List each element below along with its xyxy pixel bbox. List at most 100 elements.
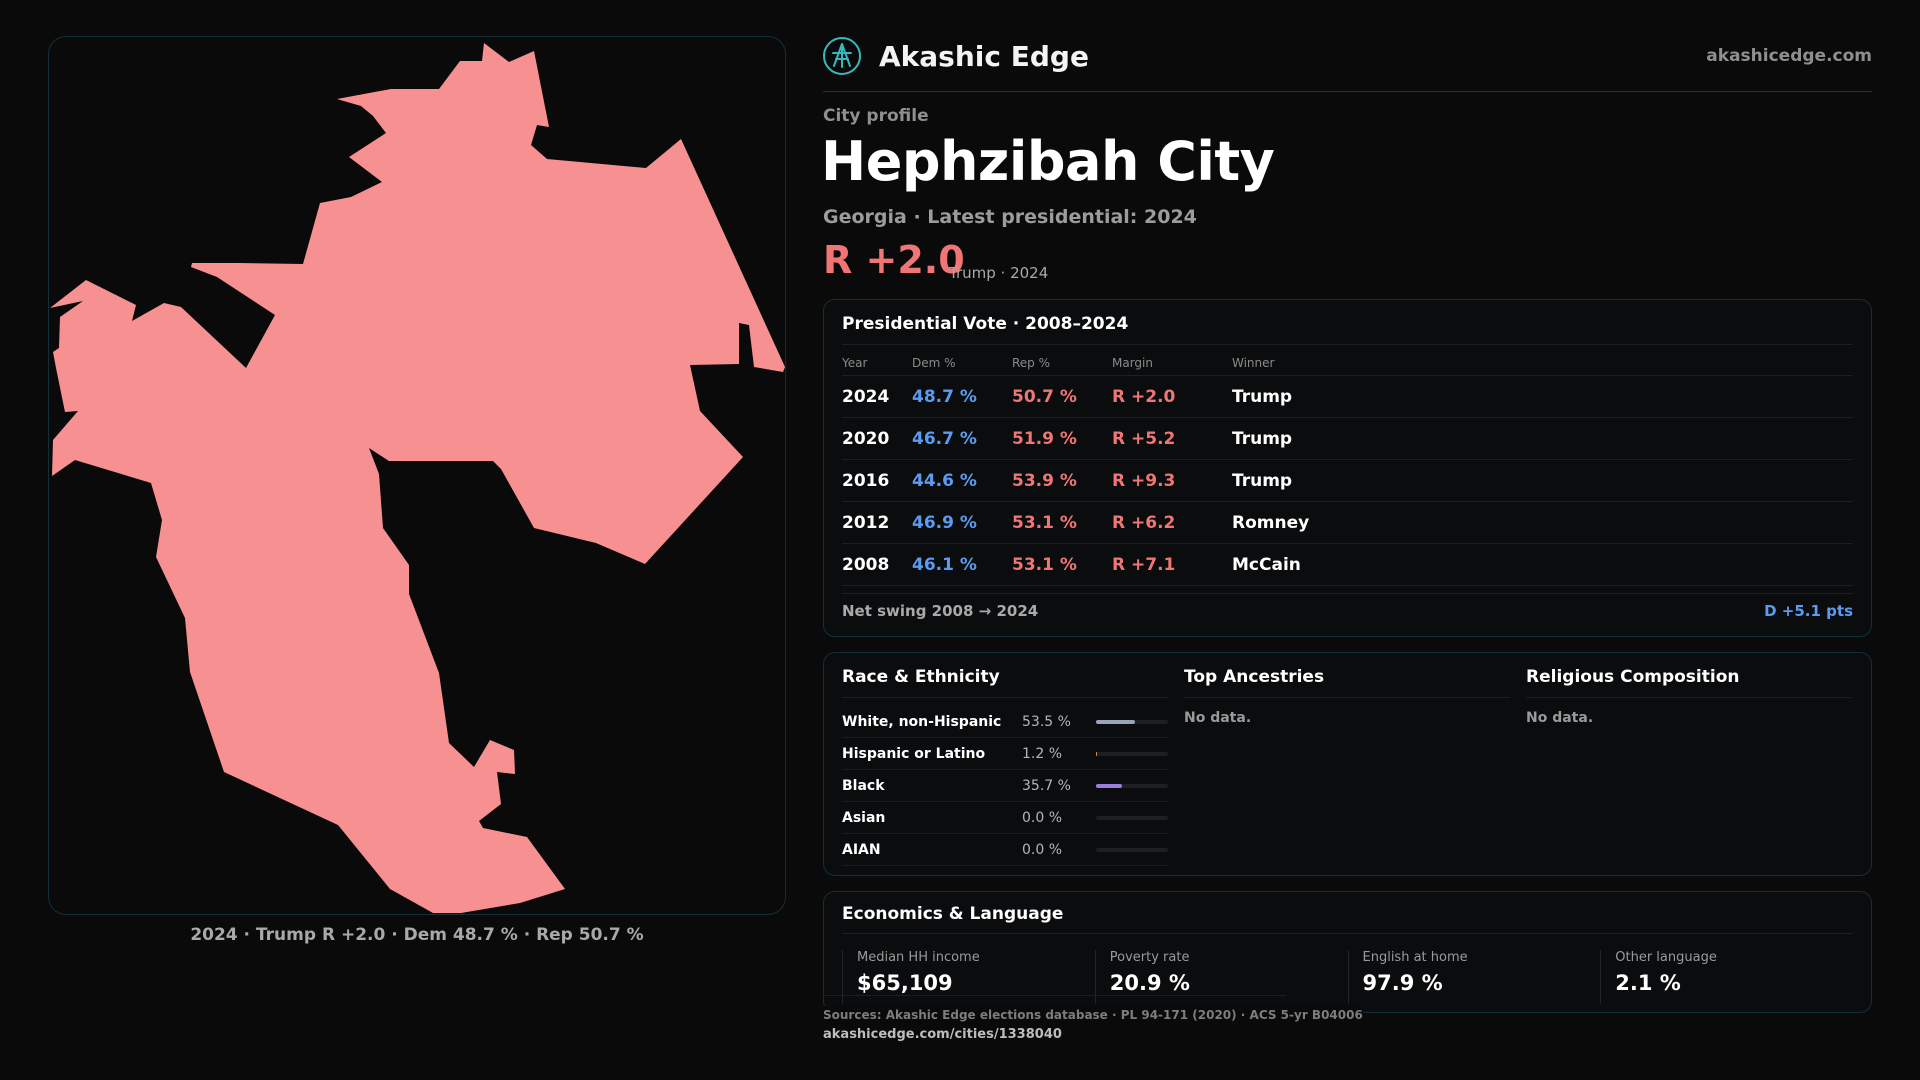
cell-rep: 50.7 % [1012,386,1077,407]
econ-stat-value: $65,109 [857,971,953,995]
demographics-card: Race & Ethnicity White, non-Hispanic 53.… [823,652,1872,876]
city-map [48,36,786,915]
religion-title: Religious Composition [1526,667,1740,687]
race-percent: 0.0 % [1022,841,1063,858]
race-ethnicity-title: Race & Ethnicity [842,667,1000,687]
race-row: Asian 0.0 % [842,802,1168,834]
cell-margin: R +7.1 [1112,554,1176,575]
econ-stat-other-language: Other language 2.1 % [1600,950,1853,1004]
econ-stat-value: 20.9 % [1109,971,1190,995]
table-row: 2024 48.7 % 50.7 % R +2.0 Trump [842,376,1853,418]
race-bar [1096,815,1168,820]
page-kicker: City profile [823,106,929,126]
race-row: AIAN 0.0 % [842,834,1168,866]
cell-dem: 48.7 % [912,386,977,407]
econ-stat-label: Poverty rate [1109,950,1190,965]
race-bar [1096,751,1168,756]
cell-margin: R +2.0 [1112,386,1176,407]
city-boundary-map [50,43,785,913]
race-bar-fill [1096,719,1135,724]
header-divider [823,91,1872,92]
cell-rep: 53.9 % [1012,470,1077,491]
footer-divider [823,995,1286,996]
map-caption: 2024 · Trump R +2.0 · Dem 48.7 % · Rep 5… [190,925,644,945]
race-label: Black [842,777,885,794]
cell-winner: Trump [1232,386,1293,407]
econ-stat-median-income: Median HH income $65,109 [842,950,1095,1004]
race-label: Asian [842,809,886,826]
cell-winner: McCain [1232,554,1301,575]
presidential-vote-card: Presidential Vote · 2008–2024 Year Dem %… [823,299,1872,637]
cell-winner: Romney [1232,512,1310,533]
column-header-margin: Margin [1112,355,1153,370]
economics-card: Economics & Language Median HH income $6… [823,891,1872,1013]
cell-year: 2008 [842,554,890,575]
cell-year: 2024 [842,386,890,407]
akashic-edge-logo-icon [823,37,861,75]
race-label: White, non-Hispanic [842,713,1002,730]
cell-year: 2012 [842,512,890,533]
cell-dem: 46.1 % [912,554,977,575]
page-subtitle: Georgia · Latest presidential: 2024 [823,206,1197,228]
card-divider [842,344,1853,345]
race-ethnicity-section: Race & Ethnicity White, non-Hispanic 53.… [842,667,1168,866]
brand[interactable]: Akashic Edge [823,34,1089,78]
column-header-year: Year [842,355,868,370]
econ-stat-english-at-home: English at home 97.9 % [1347,950,1601,1004]
ancestries-empty: No data. [1184,710,1252,726]
economics-title: Economics & Language [842,904,1064,924]
latest-margin: R +2.0 [823,238,965,282]
econ-stat-value: 2.1 % [1615,971,1681,995]
presidential-vote-title: Presidential Vote · 2008–2024 [842,314,1129,334]
section-divider [1526,697,1852,698]
econ-stat-label: Other language [1615,950,1717,965]
cell-rep: 51.9 % [1012,428,1077,449]
section-divider [842,697,1168,698]
presidential-vote-table: Year Dem % Rep % Margin Winner 2024 48.7… [842,350,1853,586]
race-bar [1096,783,1168,788]
table-row: 2008 46.1 % 53.1 % R +7.1 McCain [842,544,1853,586]
table-row: 2020 46.7 % 51.9 % R +5.2 Trump [842,418,1853,460]
ancestries-title: Top Ancestries [1184,667,1325,687]
city-boundary-shape [50,43,785,913]
brand-name: Akashic Edge [879,39,1089,73]
table-row: 2012 46.9 % 53.1 % R +6.2 Romney [842,502,1853,544]
cell-winner: Trump [1232,470,1293,491]
economics-grid: Median HH income $65,109 Poverty rate 20… [842,950,1853,1004]
cell-margin: R +9.3 [1112,470,1176,491]
brand-url-link[interactable]: akashicedge.com [1706,46,1872,66]
race-percent: 35.7 % [1022,777,1071,794]
cell-dem: 44.6 % [912,470,977,491]
cell-rep: 53.1 % [1012,512,1077,533]
cell-winner: Trump [1232,428,1293,449]
race-percent: 53.5 % [1022,713,1071,730]
net-swing-label: Net swing 2008 → 2024 [842,602,1039,620]
table-row: 2016 44.6 % 53.9 % R +9.3 Trump [842,460,1853,502]
econ-stat-label: Median HH income [857,950,980,965]
ancestries-section: Top Ancestries No data. [1184,667,1510,726]
page-title: Hephzibah City [821,130,1275,193]
cell-dem: 46.7 % [912,428,977,449]
footer-url-link[interactable]: akashicedge.com/cities/1338040 [823,1027,1062,1042]
section-divider [1184,697,1510,698]
cell-margin: R +6.2 [1112,512,1176,533]
religion-empty: No data. [1526,710,1594,726]
cell-year: 2016 [842,470,890,491]
cell-dem: 46.9 % [912,512,977,533]
econ-stat-value: 97.9 % [1362,971,1443,995]
net-swing-value: D +5.1 pts [1764,602,1853,620]
card-divider [842,933,1853,934]
latest-margin-note: Trump · 2024 [949,264,1049,282]
religion-section: Religious Composition No data. [1526,667,1852,726]
race-label: Hispanic or Latino [842,745,986,762]
table-header: Year Dem % Rep % Margin Winner [842,350,1853,376]
cell-rep: 53.1 % [1012,554,1077,575]
race-bar [1096,719,1168,724]
race-label: AIAN [842,841,881,858]
race-percent: 0.0 % [1022,809,1063,826]
race-percent: 1.2 % [1022,745,1063,762]
race-row: White, non-Hispanic 53.5 % [842,706,1168,738]
card-divider [842,593,1853,594]
column-header-winner: Winner [1232,355,1275,370]
footer-sources: Sources: Akashic Edge elections database… [823,1006,1363,1022]
